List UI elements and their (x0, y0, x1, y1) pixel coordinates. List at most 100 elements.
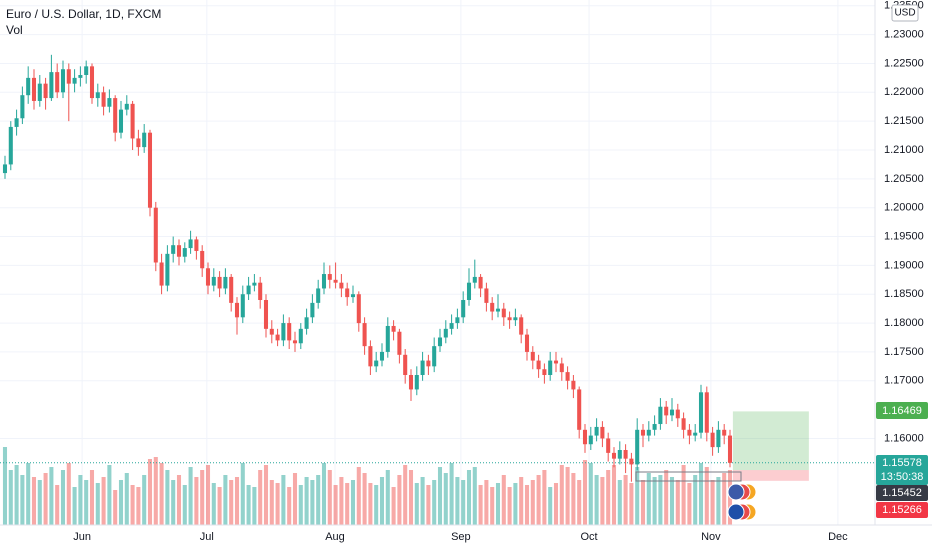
candle-body (205, 268, 211, 286)
volume-bar (194, 477, 199, 525)
volume-bar (269, 480, 274, 525)
candle-body (2, 164, 8, 174)
volume-bar (501, 475, 506, 525)
y-tick-label: 1.23000 (884, 29, 924, 41)
candle-body (37, 83, 42, 101)
candle-body (501, 308, 506, 318)
volume-bar (559, 465, 564, 525)
candle-body (507, 317, 512, 321)
candle-body (194, 239, 199, 251)
candle-body (118, 109, 124, 133)
candle-body (420, 360, 425, 375)
currency-box[interactable] (891, 4, 919, 22)
candle-body (368, 346, 373, 367)
volume-bar (20, 475, 25, 525)
volume-bar (472, 467, 477, 525)
volume-bar (513, 483, 518, 525)
candle-body (565, 372, 570, 381)
event-icon[interactable] (727, 503, 745, 521)
volume-bar (722, 473, 727, 525)
volume-bar (8, 470, 13, 525)
candle-body (142, 132, 147, 148)
candle-body (472, 276, 477, 283)
candle-body (722, 429, 727, 436)
volume-bar (78, 475, 83, 525)
candle-body (20, 95, 25, 119)
countdown: 13:50:38 (881, 471, 924, 483)
candle-body (327, 274, 332, 280)
last-price-label: 1.15578 (882, 457, 922, 469)
price-tags: 1.16469 1.15578 13:50:38 1.15452 1.15266 (876, 402, 928, 518)
candle-body (287, 323, 292, 341)
x-tick-label: Jun (73, 531, 91, 543)
volume-bar (310, 480, 315, 525)
volume-bar (606, 470, 611, 525)
volume-bar (176, 475, 182, 525)
volume-bar (258, 470, 263, 525)
candle-body (530, 351, 535, 361)
volume-bar (432, 480, 437, 525)
volume-bar (275, 483, 280, 525)
entry-tag (876, 485, 928, 501)
volume-bar (652, 477, 657, 525)
candle-body (107, 98, 112, 107)
y-tick-label: 1.17000 (884, 375, 924, 387)
candle-body (252, 282, 257, 286)
x-tick-label: Jul (200, 531, 214, 543)
candle-body (727, 435, 733, 463)
volume-bar (640, 480, 646, 525)
candle-body (263, 300, 269, 329)
volume-bar (391, 487, 396, 525)
volume-bar (408, 470, 414, 525)
volume-bar (385, 470, 390, 525)
candle-body (466, 282, 472, 300)
volume-bar (490, 487, 495, 525)
candle-body (548, 360, 553, 375)
volume-bar (107, 465, 112, 525)
volume-bar (658, 475, 663, 525)
candle-body (223, 276, 228, 289)
candle-body (229, 276, 234, 303)
volume-bar (466, 470, 472, 525)
volume-bar (379, 477, 385, 525)
candle-body (513, 317, 518, 321)
volume-bar (420, 477, 425, 525)
volume-bar (101, 477, 106, 525)
y-tick-label: 1.18500 (884, 288, 924, 300)
volume-bar (617, 480, 622, 525)
candle-body (171, 245, 176, 254)
candle-body (449, 323, 454, 329)
x-tick-label: Nov (701, 531, 721, 543)
volume-bar (519, 477, 524, 525)
volume-bar (548, 487, 553, 525)
volume-label: Vol (6, 23, 23, 37)
volume-bar (26, 463, 31, 525)
target-label: 1.16469 (882, 405, 922, 417)
volume-bar (362, 473, 367, 525)
stop-label: 1.15266 (882, 504, 922, 516)
candle-body (658, 406, 663, 425)
candle-body (101, 92, 106, 107)
candle-body (362, 323, 367, 347)
zone-box (635, 471, 742, 482)
candle-body (339, 282, 344, 289)
y-tick-label: 1.18000 (884, 317, 924, 329)
candle-body (611, 452, 617, 459)
volume-pane (2, 447, 733, 525)
y-tick-label: 1.20000 (884, 202, 924, 214)
event-icons[interactable] (727, 483, 757, 521)
volume-bar (234, 477, 240, 525)
candle-body (281, 323, 286, 341)
profit-zone (732, 411, 809, 471)
candle-body (391, 325, 396, 332)
candle-body (66, 69, 71, 84)
event-icon[interactable] (727, 483, 745, 501)
volume-bar (287, 487, 292, 525)
volume-bar (327, 470, 332, 525)
candle-body (374, 360, 379, 367)
volume-bar (507, 487, 512, 525)
candle-body (524, 334, 530, 352)
candle-body (542, 369, 547, 375)
chart-title: Euro / U.S. Dollar, 1D, FXCM (6, 7, 161, 21)
candle-body (553, 360, 559, 364)
